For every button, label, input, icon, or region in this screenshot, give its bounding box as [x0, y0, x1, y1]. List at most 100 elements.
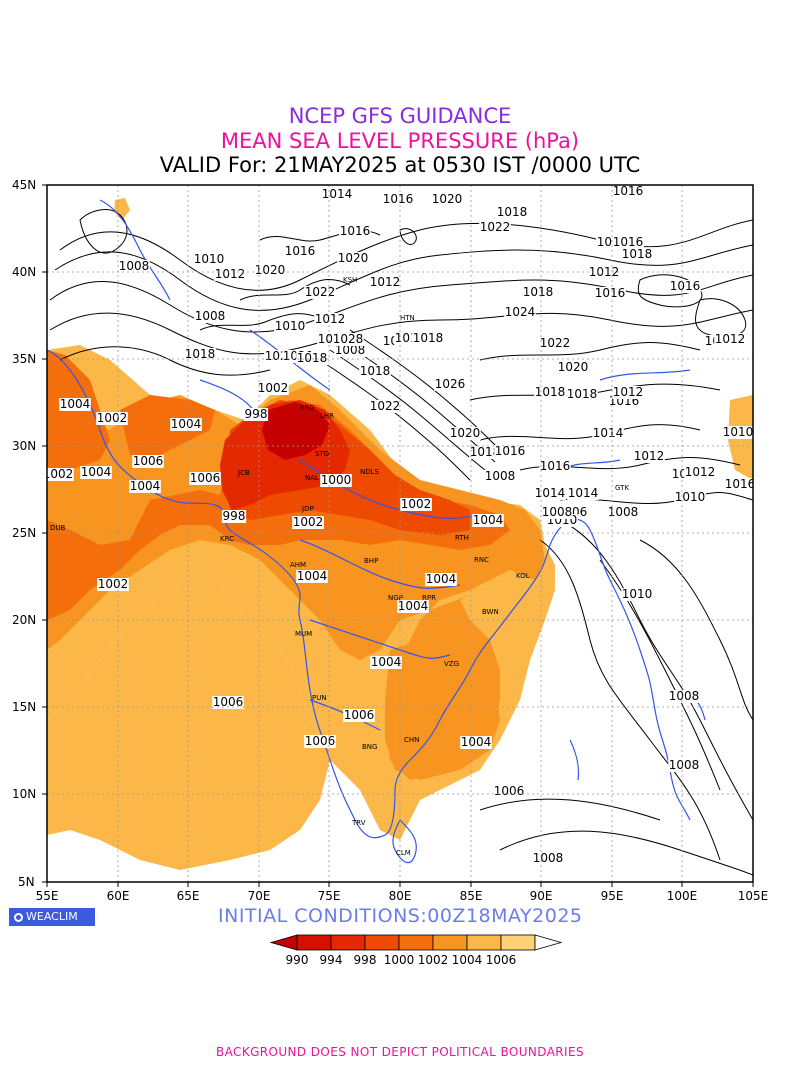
lon-label: 55E — [36, 889, 59, 903]
city-label: TRV — [351, 819, 366, 827]
contour-label: 1006 — [305, 734, 336, 748]
contour-label: 1008 — [485, 469, 516, 483]
contour-label: 1010 — [723, 425, 754, 439]
contour-label: 1004 — [371, 655, 402, 669]
fill-1002-nw — [47, 350, 110, 475]
contour-label: 1028 — [333, 332, 364, 346]
contour-label-bg — [254, 264, 286, 277]
contour-label: 1008 — [119, 259, 150, 273]
contour-label-bg — [59, 398, 91, 411]
contour-label: 1020 — [255, 263, 286, 277]
contour-label: 1016 — [495, 444, 526, 458]
lon-label: 80E — [389, 889, 412, 903]
map-body: SRG LHR STG NAL NDLS JCB JDP KRC AHM BHP… — [47, 185, 754, 876]
contour-label: 1006 — [190, 471, 221, 485]
contour-label-bg — [96, 412, 128, 425]
contour-label: 1004 — [171, 417, 202, 431]
contour-label: 1018 — [622, 247, 653, 261]
lat-label: 25N — [12, 526, 36, 540]
contour-label-bg — [370, 656, 402, 669]
lon-label: 105E — [738, 889, 769, 903]
contour-label-bg — [194, 310, 226, 323]
contour-label-bg — [339, 225, 371, 238]
contour-label: 1006 — [494, 784, 525, 798]
contour-label-bg — [469, 446, 501, 459]
contour-label-bg — [534, 386, 566, 399]
city-label: NDLS — [360, 468, 380, 476]
contour-label-bg — [397, 600, 429, 613]
contour-label: 1004 — [81, 465, 112, 479]
contour-label: 1016 — [340, 224, 371, 238]
city-label: RTH — [455, 534, 469, 542]
city-label: JDP — [301, 505, 314, 513]
contour-label: 1018 — [497, 205, 528, 219]
contour-label-bg — [668, 690, 700, 703]
contour-label: 1002 — [293, 515, 324, 529]
longitude-labels: 55E 60E 65E 70E 75E 80E 85E 90E 95E 100E… — [36, 889, 769, 903]
contour-label: 1014 — [535, 486, 566, 500]
grid-lines — [47, 185, 753, 882]
contour-label-bg — [532, 852, 564, 865]
contour-label: 1000 — [321, 473, 352, 487]
lat-label: 40N — [12, 265, 36, 279]
contour-label: 1004 — [297, 569, 328, 583]
contour-label: 1006 — [344, 708, 375, 722]
city-label: KRC — [220, 535, 234, 543]
lon-label: 75E — [318, 889, 341, 903]
contour-label-bg — [484, 470, 516, 483]
contour-label-bg — [212, 696, 244, 709]
contour-label-bg — [296, 352, 328, 365]
legend-label: 998 — [354, 953, 377, 967]
contour-label-bg — [296, 570, 328, 583]
contour-label-bg — [668, 759, 700, 772]
contour-label-bg — [431, 193, 463, 206]
city-label: NGP — [388, 594, 403, 602]
contour-label-bg — [479, 221, 511, 234]
city-label: AHM — [290, 561, 306, 569]
city-label: BWN — [482, 608, 499, 616]
contour-label: 1010 — [275, 319, 306, 333]
lat-label: 20N — [12, 613, 36, 627]
contour-label: 1010 — [675, 490, 706, 504]
contour-label-bg — [314, 313, 346, 326]
city-label: VZG — [444, 660, 459, 668]
fill-1002-iran — [120, 395, 215, 460]
contour-label-bg — [129, 480, 161, 493]
contour-label: 1022 — [370, 399, 401, 413]
latitude-labels: 45N 40N 35N 30N 25N 20N 15N 10N 5N — [12, 178, 36, 889]
contour-label-bg — [449, 427, 481, 440]
contour-label: 1004 — [60, 397, 91, 411]
contour-label-bg — [621, 248, 653, 261]
legend-arrow-low — [269, 934, 298, 951]
contour-label: 1016 — [670, 279, 701, 293]
contour-label-bg — [496, 206, 528, 219]
legend-swatch — [364, 934, 400, 951]
contour-label-bg — [621, 588, 653, 601]
city-label: DUB — [50, 524, 66, 532]
contour-label-bg — [369, 400, 401, 413]
contour-label: 1006 — [213, 695, 244, 709]
contour-label-bg — [221, 510, 247, 523]
city-label: GTK — [615, 484, 629, 492]
fill-994 — [262, 402, 330, 460]
contour-label: 1008 — [533, 851, 564, 865]
contour-label: 1012 — [715, 332, 746, 346]
contour-label: 1016 — [383, 192, 414, 206]
contour-label: 1020 — [338, 251, 369, 265]
contour-label: 1020 — [558, 360, 589, 374]
contour-label: 998 — [223, 509, 246, 523]
lat-label: 15N — [12, 700, 36, 714]
contour-label: 1022 — [540, 336, 571, 350]
contour-label-bg — [257, 382, 289, 395]
city-label: CLM — [396, 849, 411, 857]
lon-label: 90E — [530, 889, 553, 903]
contour-label-bg — [193, 253, 225, 266]
tick-marks — [42, 184, 754, 887]
legend-label: 990 — [286, 953, 309, 967]
city-label: CHN — [404, 736, 419, 744]
contour-label-bg — [284, 245, 316, 258]
contour-label-bg — [320, 474, 352, 487]
contour-label-bg — [274, 320, 306, 333]
contour-label: 1002 — [98, 577, 129, 591]
